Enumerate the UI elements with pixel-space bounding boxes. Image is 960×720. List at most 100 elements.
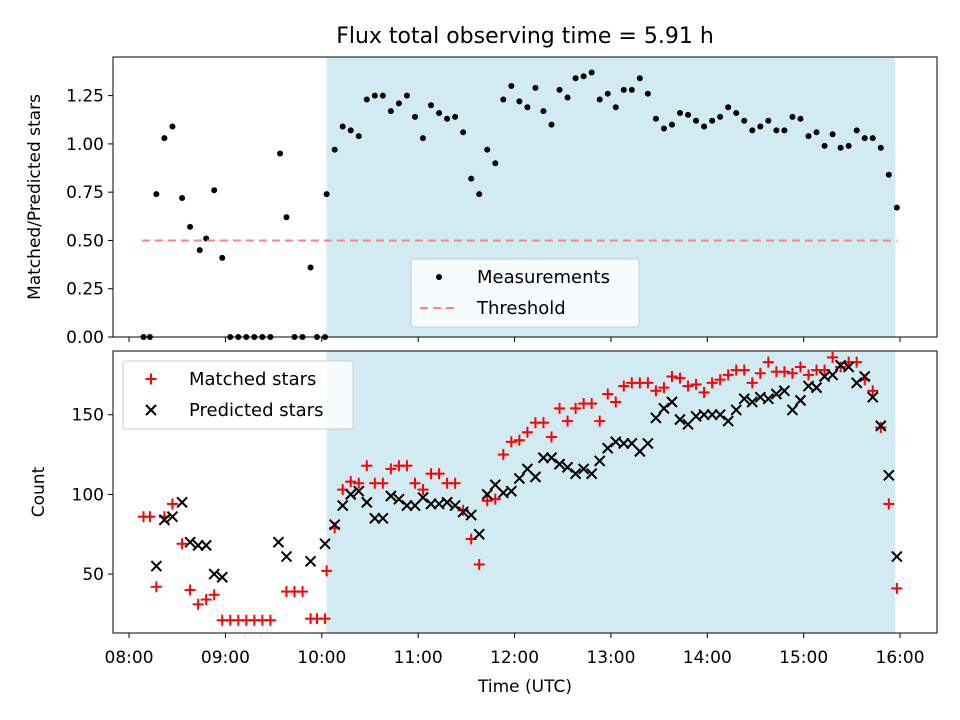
measurement-point [347,127,354,134]
predicted-star-point [184,536,196,548]
measurement-point [580,73,587,80]
measurement-point [540,108,547,115]
measurement-point [395,100,402,107]
predicted-star-point [449,499,461,512]
predicted-star-point [473,528,485,540]
y-tick-label: 1.25 [66,87,104,107]
x-tick-label: 16:00 [876,648,925,668]
legend-box [122,360,354,430]
measurement-point [660,125,667,132]
matched-star-point [875,421,887,433]
predicted-star-point-b [850,377,863,389]
predicted-star-point [328,518,341,531]
matched-star-point [867,385,879,397]
matched-star-point [449,477,461,489]
matched-star-point [658,382,670,394]
predicted-star-point-b [569,467,582,480]
legend-marker-predicted [145,404,157,416]
y-tick-label: 100 [72,485,104,505]
matched-star-point [176,538,188,550]
predicted-star-point-b [176,496,188,509]
predicted-star-point [577,463,590,475]
predicted-star-point [642,437,654,450]
predicted-star-point [561,461,574,474]
predicted-star-point [353,485,365,497]
predicted-star-point [786,404,799,416]
matched-star-point [297,586,309,598]
measurement-point [733,110,740,116]
matched-star-point [433,468,445,480]
matched-star-point [610,396,622,408]
predicted-star-point [176,496,188,509]
measurement-point [885,171,892,178]
predicted-star-point [481,488,493,501]
measurement-point [717,113,724,120]
predicted-star-point-b [545,452,558,464]
predicted-star-point [762,393,775,405]
measurement-point [484,146,491,153]
measurement-point [500,96,507,103]
predicted-star-point-b [481,488,493,501]
matched-star-point [144,511,156,523]
legend-label: Matched stars [189,369,316,390]
measurement-point [572,75,579,82]
predicted-star-point [513,472,526,485]
measurement-point [620,86,627,93]
predicted-star-point-b [593,455,606,467]
predicted-star-point-b [786,404,799,416]
predicted-star-point-b [770,388,783,400]
measurement-point [436,110,443,116]
measurement-point [877,144,884,151]
predicted-star-point [891,550,903,563]
predicted-star-point [875,420,887,432]
predicted-star-point-b [489,479,501,491]
predicted-star-point [746,396,758,408]
measurement-point [644,90,651,97]
predicted-star-point-b [272,536,285,548]
predicted-star-point-b [762,393,775,405]
measurement-point [829,131,836,138]
matched-star-point [321,565,333,577]
measurement-point [668,121,675,128]
measurement-point [516,98,523,105]
predicted-star-point [150,560,163,572]
top-panel: 0.00 0.25 0.50 0.75 1.00 1.25 Measurements Thre… [66,56,938,348]
matched-star-point [762,356,774,368]
predicted-star-point-b [328,518,341,531]
x-tick-label: 08:00 [105,648,154,668]
predicted-star-point [794,394,807,407]
matched-star-point [674,372,686,384]
matched-star-point [690,378,702,390]
predicted-star-point [826,369,839,381]
x-tick-label: 15:00 [779,648,828,668]
measurement-point [371,92,378,99]
measurement-point [283,214,290,221]
measurement-point [869,135,876,142]
predicted-star-point [200,539,212,552]
matched-star-point [827,351,839,363]
predicted-star-point-b [336,499,349,512]
matched-star-point [618,380,630,392]
measurement-point [387,108,394,115]
matched-star-point [184,584,196,596]
predicted-star-point-b [385,490,397,502]
matched-star-point [883,498,895,510]
legend-label: Predicted stars [189,400,323,421]
predicted-star-point [272,536,285,548]
measurement-point [685,111,692,118]
measurement-point [363,96,370,103]
predicted-star-point [336,499,349,512]
y-tick-label: 0.75 [66,183,104,203]
measurement-point [428,102,435,109]
predicted-star-point [319,538,331,550]
matched-star-point [722,369,734,381]
x-tick-label: 11:00 [394,648,443,668]
matched-star-point [150,581,162,593]
predicted-star-point [208,568,220,580]
matched-star-point [594,415,606,427]
predicted-star-point-b [345,488,357,501]
matched-star-point [497,449,509,461]
measurement-point [532,84,539,91]
predicted-star-point [361,496,373,509]
measurement-point [757,123,764,130]
